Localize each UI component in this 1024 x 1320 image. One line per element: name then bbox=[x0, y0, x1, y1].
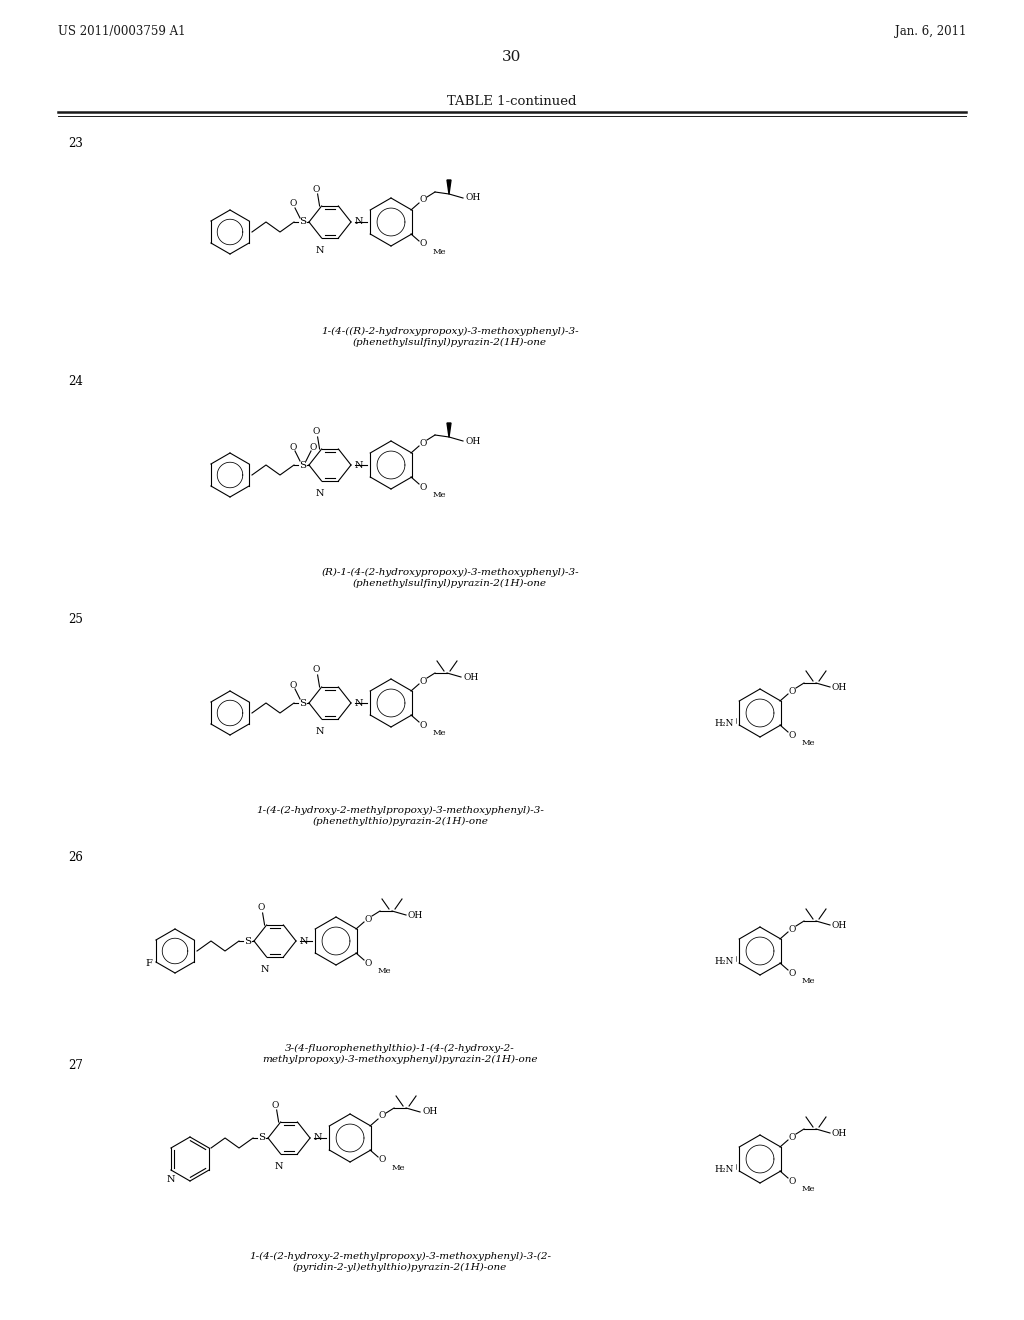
Text: O: O bbox=[419, 721, 427, 730]
Polygon shape bbox=[447, 180, 451, 194]
Text: 26: 26 bbox=[68, 851, 83, 865]
Text: O: O bbox=[419, 483, 427, 491]
Text: 27: 27 bbox=[68, 1059, 83, 1072]
Text: O: O bbox=[258, 903, 265, 912]
Text: N: N bbox=[167, 1175, 175, 1184]
Text: (R)-1-(4-(2-hydroxypropoxy)-3-methoxyphenyl)-3-
(phenethylsulfinyl)pyrazin-2(1H): (R)-1-(4-(2-hydroxypropoxy)-3-methoxyphe… bbox=[322, 568, 579, 587]
Text: H₂N: H₂N bbox=[715, 957, 734, 965]
Text: 3-(4-fluorophenethylthio)-1-(4-(2-hydroxy-2-
methylpropoxy)-3-methoxyphenyl)pyra: 3-(4-fluorophenethylthio)-1-(4-(2-hydrox… bbox=[262, 1044, 538, 1064]
Text: Me: Me bbox=[802, 977, 815, 985]
Text: US 2011/0003759 A1: US 2011/0003759 A1 bbox=[58, 25, 185, 38]
Text: Me: Me bbox=[433, 729, 446, 737]
Text: 24: 24 bbox=[68, 375, 83, 388]
Text: N: N bbox=[314, 1134, 323, 1143]
Text: Jan. 6, 2011: Jan. 6, 2011 bbox=[895, 25, 966, 38]
Text: 1-(4-((R)-2-hydroxypropoxy)-3-methoxyphenyl)-3-
(phenethylsulfinyl)pyrazin-2(1H): 1-(4-((R)-2-hydroxypropoxy)-3-methoxyphe… bbox=[322, 327, 579, 347]
Text: O: O bbox=[788, 1133, 796, 1142]
Text: O: O bbox=[313, 185, 321, 194]
Text: S: S bbox=[299, 461, 306, 470]
Text: O: O bbox=[788, 924, 796, 933]
Text: S: S bbox=[245, 936, 252, 945]
Text: Me: Me bbox=[433, 248, 446, 256]
Text: S: S bbox=[299, 698, 306, 708]
Text: O: O bbox=[788, 730, 796, 739]
Text: S: S bbox=[258, 1134, 265, 1143]
Text: Me: Me bbox=[433, 491, 446, 499]
Polygon shape bbox=[447, 422, 451, 437]
Text: O: O bbox=[365, 915, 372, 924]
Text: OH: OH bbox=[831, 682, 847, 692]
Text: N: N bbox=[260, 965, 269, 974]
Text: O: O bbox=[313, 665, 321, 675]
Text: 30: 30 bbox=[503, 50, 521, 63]
Text: N: N bbox=[300, 936, 308, 945]
Text: O: O bbox=[313, 428, 321, 437]
Text: N: N bbox=[355, 461, 364, 470]
Text: N: N bbox=[315, 488, 324, 498]
Text: 1-(4-(2-hydroxy-2-methylpropoxy)-3-methoxyphenyl)-3-(2-
(pyridin-2-yl)ethylthio): 1-(4-(2-hydroxy-2-methylpropoxy)-3-metho… bbox=[249, 1251, 551, 1271]
Text: Me: Me bbox=[392, 1164, 406, 1172]
Text: OH: OH bbox=[831, 1129, 847, 1138]
Text: OH: OH bbox=[465, 437, 480, 446]
Text: N: N bbox=[315, 246, 324, 255]
Text: N: N bbox=[355, 698, 364, 708]
Text: 1-(4-(2-hydroxy-2-methylpropoxy)-3-methoxyphenyl)-3-
(phenethylthio)pyrazin-2(1H: 1-(4-(2-hydroxy-2-methylpropoxy)-3-metho… bbox=[256, 807, 544, 826]
Text: S: S bbox=[299, 218, 306, 227]
Text: O: O bbox=[788, 686, 796, 696]
Text: O: O bbox=[788, 969, 796, 978]
Text: 25: 25 bbox=[68, 612, 83, 626]
Text: OH: OH bbox=[465, 194, 480, 202]
Text: OH: OH bbox=[408, 911, 423, 920]
Text: O: O bbox=[272, 1101, 280, 1110]
Text: OH: OH bbox=[422, 1107, 437, 1117]
Text: O: O bbox=[788, 1176, 796, 1185]
Text: O: O bbox=[419, 676, 427, 685]
Text: H₂N: H₂N bbox=[715, 1164, 734, 1173]
Text: Me: Me bbox=[802, 1185, 815, 1193]
Text: O: O bbox=[419, 239, 427, 248]
Text: N: N bbox=[355, 218, 364, 227]
Text: TABLE 1-continued: TABLE 1-continued bbox=[447, 95, 577, 108]
Text: O: O bbox=[378, 1155, 386, 1164]
Text: O: O bbox=[290, 681, 297, 689]
Text: O: O bbox=[378, 1111, 386, 1121]
Text: Me: Me bbox=[802, 739, 815, 747]
Text: O: O bbox=[419, 195, 427, 205]
Text: OH: OH bbox=[831, 920, 847, 929]
Text: O: O bbox=[309, 442, 316, 451]
Text: O: O bbox=[290, 199, 297, 209]
Text: OH: OH bbox=[463, 672, 478, 681]
Text: O: O bbox=[290, 442, 297, 451]
Text: F: F bbox=[145, 958, 153, 968]
Text: Me: Me bbox=[378, 968, 391, 975]
Text: 23: 23 bbox=[68, 137, 83, 150]
Text: O: O bbox=[419, 438, 427, 447]
Text: H₂N: H₂N bbox=[715, 718, 734, 727]
Text: O: O bbox=[365, 958, 372, 968]
Text: N: N bbox=[274, 1162, 283, 1171]
Text: N: N bbox=[315, 727, 324, 737]
